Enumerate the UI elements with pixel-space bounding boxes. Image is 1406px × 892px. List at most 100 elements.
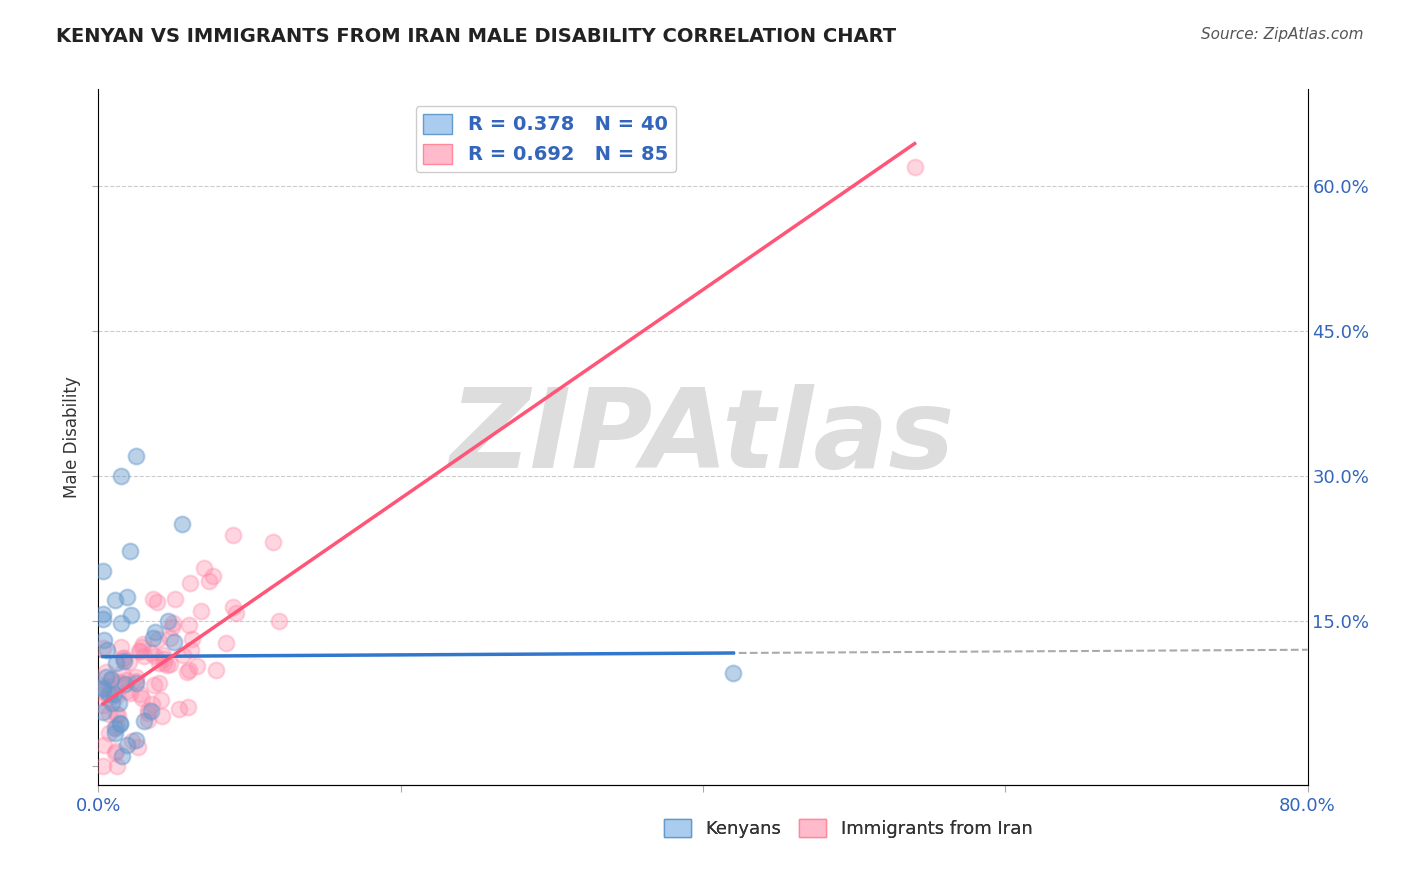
Point — [172, 648, 194, 662]
Point — [180, 643, 202, 657]
Point — [100, 673, 122, 687]
Point — [186, 659, 208, 673]
Point — [108, 674, 131, 689]
Point — [723, 666, 745, 681]
Point — [121, 733, 143, 747]
Point — [111, 749, 134, 764]
Point — [110, 640, 132, 655]
Point — [131, 640, 153, 654]
Point — [118, 543, 141, 558]
Point — [141, 697, 163, 711]
Point — [91, 706, 114, 720]
Point — [98, 690, 121, 705]
Point — [117, 673, 139, 687]
Point — [104, 746, 127, 760]
Point — [108, 676, 131, 690]
Point — [170, 517, 193, 532]
Point — [163, 635, 186, 649]
Point — [131, 637, 153, 651]
Point — [93, 682, 115, 697]
Point — [148, 675, 170, 690]
Point — [127, 739, 149, 754]
Point — [93, 633, 115, 648]
Point — [136, 706, 159, 720]
Point — [205, 663, 228, 677]
Point — [112, 651, 135, 665]
Point — [110, 666, 132, 681]
Point — [269, 614, 291, 628]
Point — [153, 651, 176, 665]
Point — [124, 673, 146, 688]
Point — [904, 160, 927, 174]
Point — [120, 608, 142, 623]
Point — [120, 686, 142, 700]
Point — [124, 733, 146, 747]
Point — [152, 648, 174, 662]
Point — [132, 649, 155, 664]
Point — [146, 595, 169, 609]
Point — [225, 606, 247, 620]
Text: Source: ZipAtlas.com: Source: ZipAtlas.com — [1201, 27, 1364, 42]
Point — [91, 681, 114, 695]
Point — [125, 676, 148, 690]
Point — [222, 600, 245, 615]
Point — [91, 612, 114, 626]
Point — [105, 707, 128, 722]
Point — [96, 643, 118, 657]
Point — [165, 592, 187, 607]
Point — [142, 678, 165, 692]
Point — [108, 697, 131, 711]
Point — [125, 670, 148, 684]
Point — [105, 758, 128, 772]
Point — [91, 641, 114, 656]
Point — [193, 561, 215, 575]
Point — [146, 632, 169, 646]
Point — [202, 569, 225, 583]
Point — [96, 670, 118, 684]
Legend: Kenyans, Immigrants from Iran: Kenyans, Immigrants from Iran — [657, 812, 1039, 846]
Point — [176, 665, 198, 679]
Point — [105, 688, 128, 702]
Point — [100, 696, 122, 710]
Point — [215, 636, 238, 650]
Point — [167, 702, 190, 716]
Point — [136, 703, 159, 717]
Point — [118, 655, 141, 669]
Point — [142, 631, 165, 645]
Point — [112, 654, 135, 668]
Point — [179, 618, 201, 632]
Point — [94, 665, 117, 680]
Point — [100, 673, 122, 687]
Point — [156, 614, 179, 628]
Point — [97, 706, 120, 721]
Point — [150, 709, 173, 723]
Point — [117, 590, 139, 604]
Point — [104, 721, 127, 735]
Point — [152, 656, 174, 670]
Point — [150, 693, 173, 707]
Point — [190, 604, 212, 618]
Point — [141, 704, 163, 718]
Point — [142, 592, 165, 607]
Point — [98, 681, 121, 695]
Point — [162, 615, 184, 630]
Point — [98, 687, 121, 701]
Point — [114, 677, 136, 691]
Point — [91, 565, 114, 579]
Point — [91, 758, 114, 772]
Point — [125, 450, 148, 464]
Point — [262, 535, 284, 549]
Point — [131, 691, 153, 706]
Point — [132, 714, 155, 728]
Point — [105, 744, 128, 758]
Point — [156, 657, 179, 672]
Text: KENYAN VS IMMIGRANTS FROM IRAN MALE DISABILITY CORRELATION CHART: KENYAN VS IMMIGRANTS FROM IRAN MALE DISA… — [56, 27, 897, 45]
Point — [177, 664, 200, 678]
Point — [129, 644, 152, 658]
Point — [221, 528, 243, 542]
Point — [136, 714, 159, 728]
Point — [91, 683, 114, 698]
Point — [110, 717, 132, 731]
Point — [180, 632, 202, 646]
Point — [98, 725, 121, 739]
